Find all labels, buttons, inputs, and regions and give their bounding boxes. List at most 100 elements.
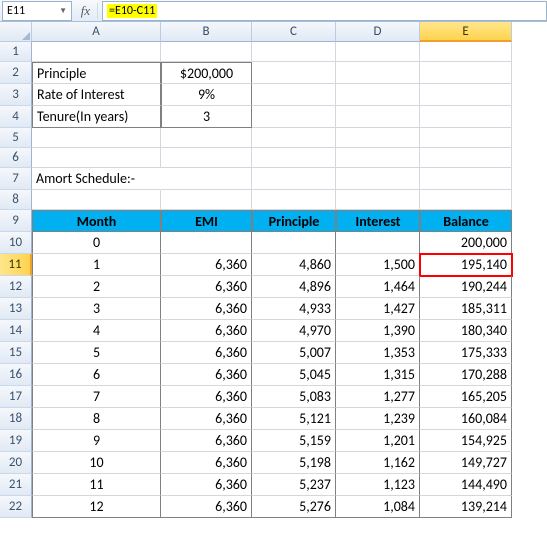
row-header[interactable]: 3 — [0, 84, 32, 106]
cell[interactable] — [161, 148, 252, 168]
cell[interactable] — [252, 148, 336, 168]
interest-cell[interactable]: 1,500 — [336, 254, 420, 276]
cell[interactable] — [161, 42, 252, 62]
row-header[interactable]: 19 — [0, 430, 32, 452]
principle-cell[interactable]: 5,198 — [252, 452, 336, 474]
row-header[interactable]: 5 — [0, 128, 32, 148]
row-header[interactable]: 15 — [0, 342, 32, 364]
fx-icon[interactable]: fx — [74, 3, 98, 19]
cell[interactable] — [252, 42, 336, 62]
cell[interactable] — [336, 148, 420, 168]
row-header[interactable]: 20 — [0, 452, 32, 474]
interest-cell[interactable]: 1,277 — [336, 386, 420, 408]
row-header[interactable]: 13 — [0, 298, 32, 320]
balance-cell[interactable]: 165,205 — [420, 386, 512, 408]
balance-cell[interactable]: 154,925 — [420, 430, 512, 452]
cell[interactable] — [252, 62, 336, 84]
emi-cell[interactable] — [161, 232, 252, 254]
cell[interactable] — [32, 42, 161, 62]
principle-cell[interactable]: 5,237 — [252, 474, 336, 496]
month-cell[interactable]: 12 — [32, 496, 161, 518]
cell[interactable] — [252, 84, 336, 106]
cell[interactable] — [161, 128, 252, 148]
interest-cell[interactable]: 1,353 — [336, 342, 420, 364]
cell[interactable] — [336, 84, 420, 106]
cell[interactable] — [252, 128, 336, 148]
month-cell[interactable]: 0 — [32, 232, 161, 254]
balance-cell[interactable]: 180,340 — [420, 320, 512, 342]
interest-cell[interactable]: 1,084 — [336, 496, 420, 518]
emi-cell[interactable]: 6,360 — [161, 496, 252, 518]
col-header-c[interactable]: C — [252, 22, 336, 42]
table-header-principle[interactable]: Principle — [252, 210, 336, 232]
balance-cell[interactable]: 144,490 — [420, 474, 512, 496]
interest-cell[interactable]: 1,162 — [336, 452, 420, 474]
cell[interactable] — [161, 168, 252, 190]
month-cell[interactable]: 3 — [32, 298, 161, 320]
cell[interactable] — [32, 128, 161, 148]
emi-cell[interactable]: 6,360 — [161, 342, 252, 364]
cell[interactable] — [420, 84, 512, 106]
balance-cell[interactable]: 195,140 — [420, 254, 512, 276]
principle-cell[interactable]: 4,896 — [252, 276, 336, 298]
principle-cell[interactable]: 4,860 — [252, 254, 336, 276]
emi-cell[interactable]: 6,360 — [161, 452, 252, 474]
principle-cell[interactable]: 5,045 — [252, 364, 336, 386]
interest-cell[interactable]: 1,201 — [336, 430, 420, 452]
table-header-interest[interactable]: Interest — [336, 210, 420, 232]
row-header[interactable]: 14 — [0, 320, 32, 342]
month-cell[interactable]: 5 — [32, 342, 161, 364]
principle-cell[interactable]: 5,121 — [252, 408, 336, 430]
table-header-month[interactable]: Month — [32, 210, 161, 232]
emi-cell[interactable]: 6,360 — [161, 408, 252, 430]
cell[interactable] — [252, 190, 336, 210]
table-header-emi[interactable]: EMI — [161, 210, 252, 232]
table-header-balance[interactable]: Balance — [420, 210, 512, 232]
schedule-title-cell[interactable]: Amort Schedule:- — [32, 168, 161, 190]
emi-cell[interactable]: 6,360 — [161, 364, 252, 386]
emi-cell[interactable]: 6,360 — [161, 320, 252, 342]
month-cell[interactable]: 9 — [32, 430, 161, 452]
rate-value-cell[interactable]: 9% — [161, 84, 252, 106]
cell[interactable] — [420, 148, 512, 168]
row-header[interactable]: 8 — [0, 190, 32, 210]
row-header[interactable]: 7 — [0, 168, 32, 190]
row-header[interactable]: 6 — [0, 148, 32, 168]
month-cell[interactable]: 4 — [32, 320, 161, 342]
principle-cell[interactable]: 4,970 — [252, 320, 336, 342]
row-header[interactable]: 11 — [0, 254, 32, 276]
emi-cell[interactable]: 6,360 — [161, 298, 252, 320]
balance-cell[interactable]: 185,311 — [420, 298, 512, 320]
balance-cell[interactable]: 175,333 — [420, 342, 512, 364]
interest-cell[interactable]: 1,390 — [336, 320, 420, 342]
interest-cell[interactable]: 1,427 — [336, 298, 420, 320]
emi-cell[interactable]: 6,360 — [161, 430, 252, 452]
balance-cell[interactable]: 160,084 — [420, 408, 512, 430]
tenure-label-cell[interactable]: Tenure(In years) — [32, 106, 161, 128]
principle-label-cell[interactable]: Principle — [32, 62, 161, 84]
principle-cell[interactable]: 5,276 — [252, 496, 336, 518]
month-cell[interactable]: 10 — [32, 452, 161, 474]
cell[interactable] — [336, 42, 420, 62]
row-header[interactable]: 17 — [0, 386, 32, 408]
emi-cell[interactable]: 6,360 — [161, 386, 252, 408]
cell[interactable] — [336, 190, 420, 210]
cell[interactable] — [420, 190, 512, 210]
name-box[interactable]: E11 ▼ — [2, 1, 72, 21]
col-header-b[interactable]: B — [161, 22, 252, 42]
month-cell[interactable]: 8 — [32, 408, 161, 430]
cell[interactable] — [336, 168, 420, 190]
row-header[interactable]: 16 — [0, 364, 32, 386]
month-cell[interactable]: 7 — [32, 386, 161, 408]
col-header-a[interactable]: A — [32, 22, 161, 42]
cell[interactable] — [336, 128, 420, 148]
row-header[interactable]: 1 — [0, 42, 32, 62]
col-header-d[interactable]: D — [336, 22, 420, 42]
month-cell[interactable]: 1 — [32, 254, 161, 276]
cell[interactable] — [161, 190, 252, 210]
balance-cell[interactable]: 170,288 — [420, 364, 512, 386]
select-all-corner[interactable] — [0, 22, 32, 42]
emi-cell[interactable]: 6,360 — [161, 474, 252, 496]
tenure-value-cell[interactable]: 3 — [161, 106, 252, 128]
row-header[interactable]: 10 — [0, 232, 32, 254]
